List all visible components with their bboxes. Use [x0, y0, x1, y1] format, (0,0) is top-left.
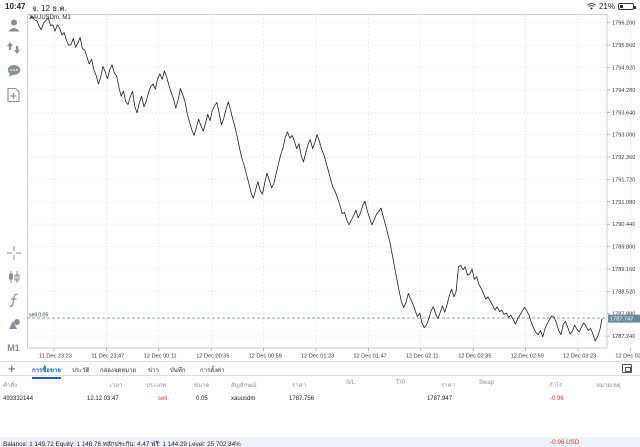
chat-icon[interactable] — [4, 62, 23, 80]
y-tick-label: 1796.200 — [612, 21, 635, 27]
plot-frame — [27, 14, 608, 349]
position-ticket: 493332144 — [3, 396, 34, 402]
x-tick-label: 12 Dec 02:11 — [406, 354, 439, 360]
col-comment: หมายเหตุ — [596, 383, 621, 389]
status-time: 10:47 — [5, 2, 26, 11]
position-time: 12.12 03:47 — [87, 396, 119, 402]
x-tick-label: 11 Dec 23:47 — [91, 354, 124, 360]
tab-settings[interactable]: การตั้งค่า — [200, 368, 225, 374]
col-current-price: ราคา — [441, 383, 455, 389]
col-sl: S/L — [346, 380, 356, 386]
current-price-label: 1787.747 — [610, 317, 633, 323]
quotes-arrows-icon[interactable] — [4, 39, 23, 57]
col-type: ประเภท — [146, 383, 167, 389]
timeframe-button[interactable]: M1 — [7, 343, 20, 353]
col-symbol: สัญลักษณ์ — [231, 383, 257, 389]
price-series-line — [29, 16, 603, 342]
position-symbol: xauusdm — [231, 396, 256, 402]
y-tick-label: 1787.240 — [612, 334, 635, 340]
total-profit: -0.96 USD — [550, 439, 580, 446]
y-tick-label: 1789.160 — [612, 267, 635, 273]
chart-symbol-label: XAUUSDm, M1 — [29, 15, 71, 21]
y-tick-label: 1794.280 — [612, 88, 635, 94]
tab-trade[interactable]: การซื้อขาย — [32, 365, 61, 379]
current-price-tag — [608, 314, 640, 323]
function-icon[interactable] — [4, 291, 23, 309]
x-tick-label: 12 Dec 00:59 — [249, 354, 282, 360]
col-volume: ขนาด — [194, 383, 210, 389]
position-open-price: 1787.756 — [289, 396, 315, 402]
position-row[interactable]: 493332144 12.12 03:47 sell 0.05 xauusdm … — [0, 396, 640, 408]
x-tick-label: 12 Dec 03:23 — [563, 354, 596, 360]
tab-mailbox[interactable]: กล่องจดหมาย — [100, 368, 137, 374]
y-tick-label: 1793.640 — [612, 110, 635, 116]
left-toolbar: M1 — [0, 14, 27, 360]
position-type: sell — [158, 396, 168, 402]
status-bar: 10:47 จ. 12 ธ.ค. 21% — [0, 0, 640, 14]
y-tick-label: 1791.080 — [612, 200, 635, 206]
col-open-price: ราคา — [292, 383, 306, 389]
add-panel-button[interactable]: + — [8, 361, 16, 376]
chart-canvas[interactable]: 1796.200 1795.560 1794.920 1794.280 1793.640… — [27, 14, 640, 360]
y-tick-label: 1792.360 — [612, 155, 635, 161]
status-date: จ. 12 ธ.ค. — [32, 4, 67, 13]
indicators-candles-icon[interactable] — [4, 268, 23, 286]
balance-bar: Balance: 1 149.72 Equity: 1 148.76 หลักป… — [0, 437, 640, 447]
x-tick-label: 12 Dec 02:59 — [511, 354, 544, 360]
position-volume: 0.05 — [196, 396, 208, 402]
bottom-tabs-bar: + การซื้อขาย ประวัติ กล่องจดหมาย ข่าว บั… — [0, 361, 640, 379]
tab-news[interactable]: ข่าว — [148, 368, 159, 374]
y-tick-label: 1790.440 — [612, 222, 635, 228]
price-chart[interactable]: 1796.200 1795.560 1794.920 1794.280 1793.640… — [27, 14, 640, 360]
y-tick-label: 1788.520 — [612, 289, 635, 295]
col-ticket: คำสั่ง — [3, 383, 17, 389]
battery-icon — [618, 3, 636, 10]
x-tick-label: 12 Dec 01:47 — [353, 354, 386, 360]
col-tp: T/P — [396, 380, 406, 386]
tab-journal[interactable]: บันทึก — [170, 368, 186, 374]
objects-shapes-icon[interactable] — [4, 315, 23, 333]
balance-summary: Balance: 1 149.72 Equity: 1 148.76 หลักป… — [3, 441, 241, 447]
tab-history[interactable]: ประวัติ — [72, 368, 90, 374]
y-tick-label: 1795.560 — [612, 43, 635, 49]
col-swap: Swap — [479, 380, 495, 386]
x-tick-label: 12 Dec 02:35 — [458, 354, 491, 360]
x-tick-label: 12 Dec 00:11 — [144, 354, 177, 360]
crosshair-icon[interactable] — [4, 244, 23, 262]
y-tick-label: 1791.720 — [612, 177, 635, 183]
wifi-icon — [587, 3, 596, 10]
col-profit: กำไร — [549, 383, 563, 389]
positions-table-header: คำสั่ง เวลา ประเภท ขนาด สัญลักษณ์ ราคา S… — [0, 380, 640, 390]
y-tick-label: 1789.800 — [612, 245, 635, 251]
x-tick-label: 12 Dec 01:23 — [301, 354, 334, 360]
account-icon[interactable] — [4, 16, 23, 34]
col-time: เวลา — [110, 383, 123, 389]
status-right: 21% — [587, 2, 636, 11]
position-current-price: 1787.947 — [427, 396, 453, 402]
sell-level-label: sell 0.05 — [29, 313, 48, 319]
x-tick-label: 11 Dec 23:23 — [39, 354, 72, 360]
y-tick-label: 1793.000 — [612, 133, 635, 139]
position-profit: -0.96 — [550, 396, 564, 402]
panel-layout-icon[interactable] — [622, 364, 632, 373]
y-tick-label: 1794.920 — [612, 66, 635, 72]
x-tick-label: 12 Dec 03:47 — [615, 354, 640, 360]
battery-percent: 21% — [598, 2, 615, 11]
x-tick-label: 12 Dec 00:35 — [196, 354, 229, 360]
new-order-icon[interactable] — [4, 86, 23, 104]
